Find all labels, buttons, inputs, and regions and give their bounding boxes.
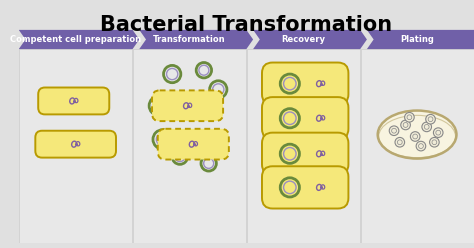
Text: Plating: Plating bbox=[400, 35, 434, 44]
Circle shape bbox=[416, 141, 426, 151]
FancyBboxPatch shape bbox=[262, 133, 348, 175]
Circle shape bbox=[405, 113, 414, 122]
Polygon shape bbox=[253, 30, 367, 49]
FancyBboxPatch shape bbox=[158, 129, 229, 159]
Ellipse shape bbox=[378, 111, 456, 158]
Circle shape bbox=[433, 128, 443, 137]
Text: Transformation: Transformation bbox=[153, 35, 226, 44]
Text: Bacterial Transformation: Bacterial Transformation bbox=[100, 15, 392, 34]
FancyBboxPatch shape bbox=[262, 166, 348, 209]
FancyBboxPatch shape bbox=[38, 88, 109, 114]
Bar bbox=[19, 49, 132, 243]
Text: Competent cell preparation: Competent cell preparation bbox=[10, 35, 141, 44]
FancyBboxPatch shape bbox=[36, 131, 116, 158]
Bar bbox=[133, 49, 246, 243]
Circle shape bbox=[429, 137, 439, 147]
Circle shape bbox=[422, 122, 431, 132]
FancyBboxPatch shape bbox=[152, 90, 223, 121]
Polygon shape bbox=[19, 30, 139, 49]
Bar bbox=[361, 49, 474, 243]
Bar bbox=[247, 49, 360, 243]
Circle shape bbox=[389, 126, 399, 135]
Circle shape bbox=[401, 120, 410, 130]
Circle shape bbox=[426, 114, 435, 124]
Polygon shape bbox=[367, 30, 474, 49]
Polygon shape bbox=[139, 30, 253, 49]
FancyBboxPatch shape bbox=[262, 97, 348, 139]
FancyBboxPatch shape bbox=[262, 62, 348, 105]
Text: Recovery: Recovery bbox=[281, 35, 325, 44]
Circle shape bbox=[395, 137, 405, 147]
Circle shape bbox=[410, 132, 420, 141]
